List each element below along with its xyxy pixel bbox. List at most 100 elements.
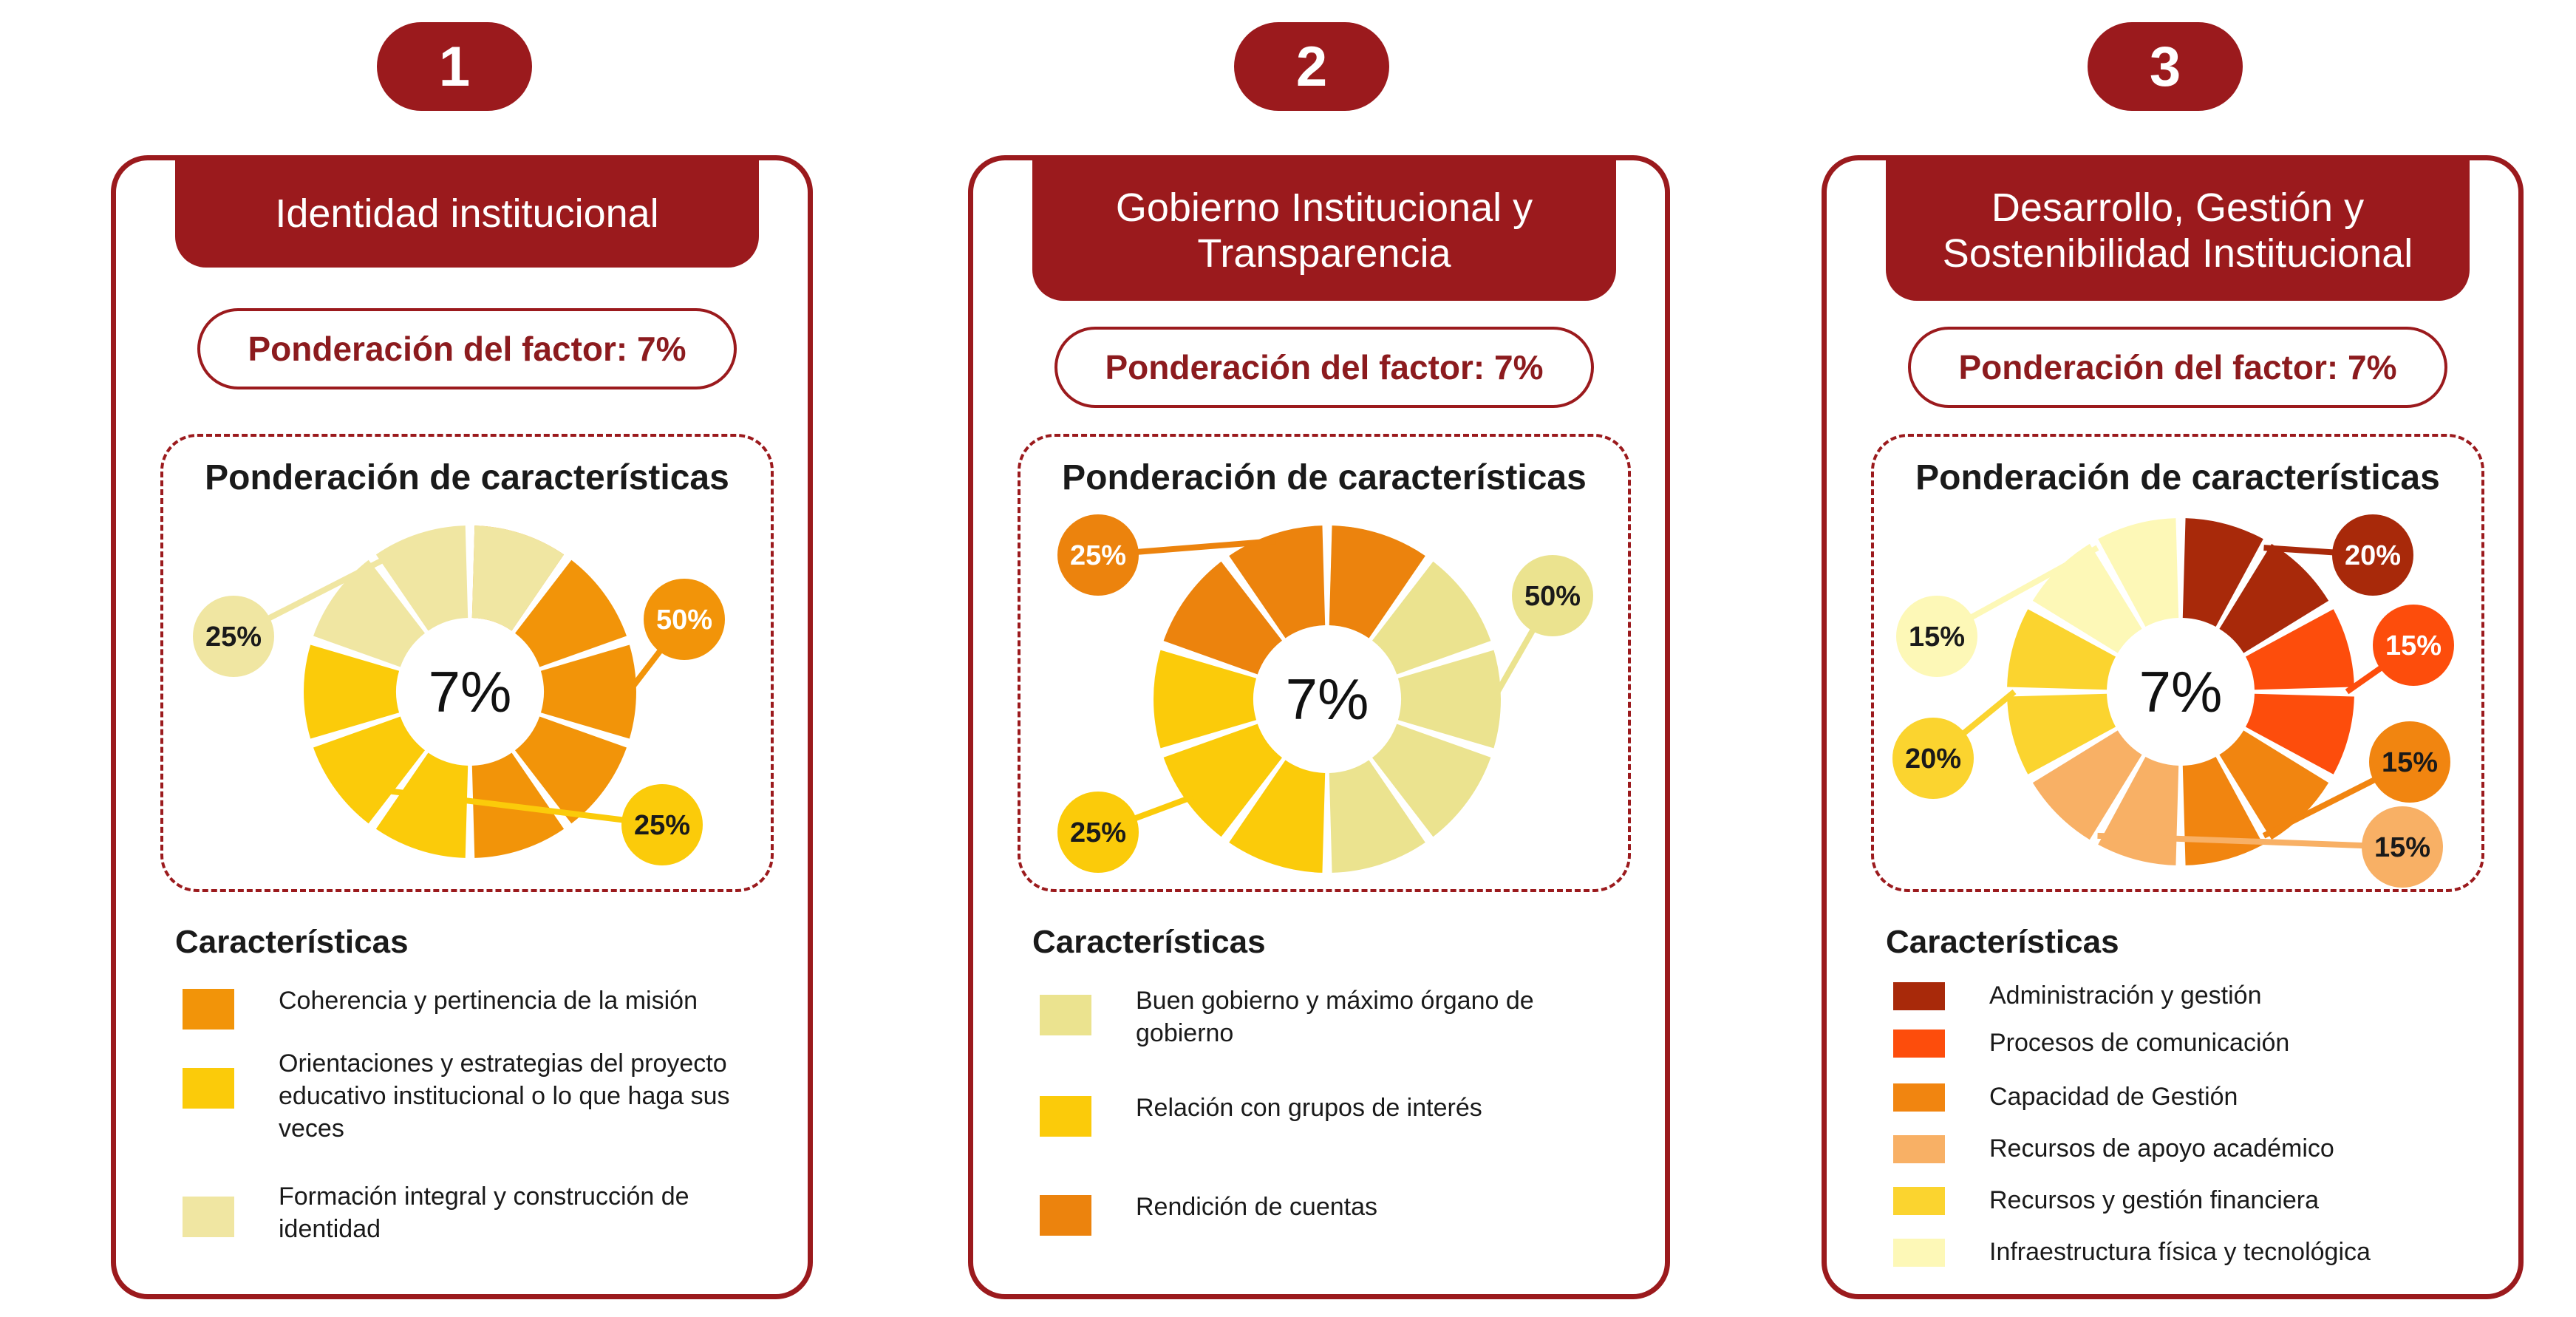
donut-segment <box>2098 518 2179 627</box>
legend-label: Buen gobierno y máximo órgano de gobiern… <box>1136 987 1534 1048</box>
factor-card: Identidad institucional Ponderación del … <box>111 155 813 1299</box>
legend-label: Coherencia y pertinencia de la misión <box>279 987 698 1015</box>
donut-segment <box>375 752 468 858</box>
legend-title: Características <box>1032 924 1266 960</box>
factor-column-2: 2 Gobierno Institucional y Transparencia… <box>938 0 1707 1317</box>
chart-title: Ponderación de características <box>205 458 729 497</box>
donut-center-label: 7% <box>2139 659 2223 724</box>
factor-title: Identidad institucional <box>275 191 659 236</box>
factor-title-tab: Gobierno Institucional y Transparencia <box>1032 160 1616 301</box>
percentage-label: 25% <box>1070 817 1126 848</box>
factor-number-badge: 2 <box>1234 22 1389 111</box>
percentage-bubble <box>193 596 274 677</box>
percentage-bubble <box>2332 514 2413 596</box>
percentage-bubble <box>1892 718 1974 799</box>
percentage-label: 15% <box>2385 630 2442 661</box>
factor-title: Desarrollo, Gestión y Sostenibilidad Ins… <box>1942 185 2413 276</box>
legend-label: Orientaciones y estrategias del proyecto… <box>279 1049 730 1143</box>
percentage-bubble <box>621 784 703 865</box>
legend-swatch <box>183 989 234 1030</box>
legend-item: Orientaciones y estrategias del proyecto… <box>183 1047 752 1146</box>
legend-swatch <box>1893 1083 1945 1112</box>
percentage-bubble <box>1896 596 1977 677</box>
donut-segment <box>471 525 565 631</box>
characteristics-chart-box: Ponderación de características 50% 25% 25%… <box>160 434 774 892</box>
legend-label: Infraestructura física y tecnológica <box>1989 1238 2371 1266</box>
percentage-label: 25% <box>205 622 262 653</box>
donut-segment <box>2007 609 2116 690</box>
donut-segment <box>2245 609 2354 690</box>
percentage-bubble <box>2373 605 2454 686</box>
donut-chart: 50% 25% 25% 7% <box>193 525 725 865</box>
donut-segment <box>304 644 400 739</box>
donut-segment <box>2245 693 2354 775</box>
donut-chart: 20% 15% 15% 15% 20% 15% 7% <box>1892 514 2454 888</box>
donut-segment <box>2219 543 2329 653</box>
factor-title-tab: Identidad institucional <box>175 160 759 268</box>
percentage-label: 15% <box>1909 622 1965 653</box>
donut-segment <box>2182 518 2263 627</box>
percentage-label: 15% <box>2382 747 2438 778</box>
legend-label: Capacidad de Gestión <box>1989 1083 2238 1111</box>
donut-segment <box>1397 650 1501 749</box>
donut-segment <box>515 559 627 667</box>
donut-segment <box>313 716 425 824</box>
legend-swatch <box>1893 1239 1945 1267</box>
donut-segment <box>515 716 627 824</box>
factor-weight-pill: Ponderación del factor: 7% <box>1908 327 2447 408</box>
legend-item: Administración y gestión <box>1893 979 2462 1012</box>
legend-item: Recursos de apoyo académico <box>1893 1132 2462 1165</box>
legend-label: Procesos de comunicación <box>1989 1029 2290 1057</box>
percentage-label: 25% <box>634 810 690 841</box>
factor-title-tab: Desarrollo, Gestión y Sostenibilidad Ins… <box>1886 160 2470 301</box>
factor-number: 2 <box>1295 35 1328 98</box>
label-connector <box>341 782 663 828</box>
donut-center-label: 7% <box>429 659 512 724</box>
percentage-bubble <box>1512 555 1593 636</box>
legend-swatch <box>1040 995 1091 1035</box>
legend-item: Formación integral y construcción de ide… <box>183 1180 752 1245</box>
chart-title: Ponderación de características <box>1915 458 2440 497</box>
legend-item: Relación con grupos de interés <box>1040 1092 1609 1137</box>
donut-segment <box>2032 730 2142 840</box>
legend-swatch <box>1893 1030 1945 1058</box>
legend-swatch <box>183 1068 234 1109</box>
legend-swatch <box>1893 1187 1945 1215</box>
factor-number: 3 <box>2149 35 2181 98</box>
donut-segment <box>2219 730 2329 840</box>
factor-number-badge: 1 <box>377 22 532 111</box>
factor-number-badge: 3 <box>2088 22 2243 111</box>
factor-weight-label: Ponderación del factor: 7% <box>248 330 686 368</box>
donut-chart: 50% 25% 25% 7% <box>1057 514 1593 873</box>
percentage-label: 50% <box>1524 581 1581 612</box>
label-connector <box>2097 832 2403 850</box>
legend-swatch <box>183 1197 234 1237</box>
characteristics-chart-box: Ponderación de características 20% 15% 15%… <box>1871 434 2484 892</box>
factor-card: Desarrollo, Gestión y Sostenibilidad Ins… <box>1822 155 2524 1299</box>
percentage-label: 15% <box>2374 832 2430 863</box>
percentage-label: 50% <box>656 605 712 636</box>
legend-label: Relación con grupos de interés <box>1136 1094 1482 1122</box>
factor-weight-pill: Ponderación del factor: 7% <box>1054 327 1594 408</box>
legend-label: Recursos de apoyo académico <box>1989 1134 2334 1163</box>
legend-item: Capacidad de Gestión <box>1893 1081 2462 1113</box>
percentage-label: 20% <box>1905 743 1961 775</box>
legend-item: Procesos de comunicación <box>1893 1027 2462 1059</box>
donut-segment <box>1163 561 1282 675</box>
donut-segment <box>1329 760 1425 873</box>
legend-label: Formación integral y construcción de ide… <box>279 1182 689 1244</box>
donut-segment <box>1372 724 1491 837</box>
factor-number: 1 <box>438 35 471 98</box>
factor-title: Gobierno Institucional y Transparencia <box>1115 185 1533 276</box>
factor-card: Gobierno Institucional y Transparencia P… <box>968 155 1670 1299</box>
donut-segment <box>540 644 636 739</box>
donut-segment <box>1163 724 1282 837</box>
donut-segment <box>1229 525 1326 639</box>
donut-segment <box>1372 561 1491 675</box>
factor-weight-label: Ponderación del factor: 7% <box>1958 348 2397 387</box>
percentage-label: 25% <box>1070 540 1126 571</box>
legend-swatch <box>1893 982 1945 1010</box>
factor-weight-label: Ponderación del factor: 7% <box>1105 348 1544 387</box>
percentage-bubble <box>2369 721 2450 803</box>
legend-title: Características <box>1886 924 2119 960</box>
